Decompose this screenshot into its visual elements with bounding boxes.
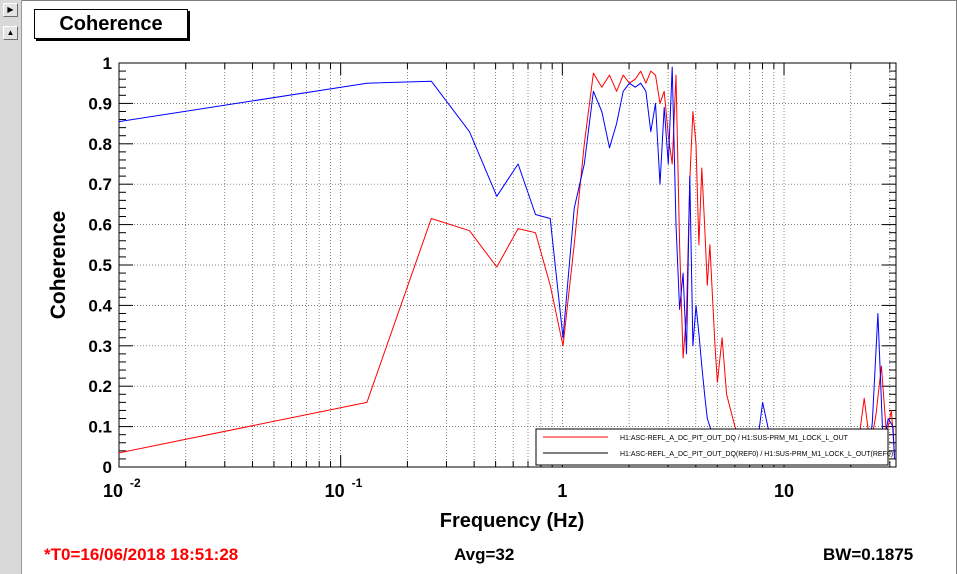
y-tick-label: 0.6 bbox=[88, 216, 112, 235]
scroll-right-arrow-icon[interactable]: ▶ bbox=[3, 3, 18, 17]
y-tick-label: 0.8 bbox=[88, 135, 112, 154]
x-axis-label: Frequency (Hz) bbox=[440, 510, 584, 532]
y-tick-label: 0.3 bbox=[88, 337, 112, 356]
tick-labels: 0 0.1 0.2 0.3 0.4 0.5 0.6 0.7 0.8 0.9 1 10 -2 10 -1 1 10 bbox=[88, 54, 794, 501]
scroll-up-arrow-icon[interactable]: ▲ bbox=[3, 26, 18, 40]
averages-count: Avg=32 bbox=[454, 545, 515, 564]
y-tick-label: 0 bbox=[103, 458, 112, 477]
legend-box bbox=[535, 428, 889, 466]
y-axis-label: Coherence bbox=[47, 211, 70, 320]
axis-ticks bbox=[118, 62, 896, 468]
series-line-2 bbox=[118, 66, 895, 460]
legend-label-series-1: H1:ASC-REFL_A_DC_PIT_OUT_DQ / H1:SUS-PRM… bbox=[620, 435, 849, 442]
x-tick-label: 10 bbox=[325, 481, 345, 501]
series-layer bbox=[118, 66, 895, 460]
legend: H1:ASC-REFL_A_DC_PIT_OUT_DQ / H1:SUS-PRM… bbox=[535, 428, 893, 466]
y-tick-label: 0.5 bbox=[88, 256, 112, 275]
t0-timestamp: *T0=16/06/2018 18:51:28 bbox=[44, 545, 239, 564]
grid bbox=[119, 63, 896, 467]
y-tick-label: 0.9 bbox=[88, 94, 112, 113]
y-tick-label: 0.2 bbox=[88, 377, 112, 396]
y-tick-label: 0.1 bbox=[88, 418, 112, 437]
x-tick-exponent: -2 bbox=[130, 476, 141, 490]
y-tick-label: 0.4 bbox=[88, 296, 112, 315]
x-tick-label: 10 bbox=[103, 481, 123, 501]
chart-title: Coherence bbox=[34, 9, 188, 39]
y-tick-label: 0.7 bbox=[88, 175, 112, 194]
vertical-scrollbar[interactable]: ▶ ▲ bbox=[0, 0, 22, 574]
x-tick-label: 10 bbox=[774, 481, 794, 501]
x-tick-label: 1 bbox=[557, 481, 567, 501]
x-tick-exponent: -1 bbox=[352, 476, 363, 490]
y-tick-label: 1 bbox=[103, 54, 112, 73]
bandwidth-value: BW=0.1875 bbox=[823, 545, 914, 564]
legend-label-series-2: H1:ASC-REFL_A_DC_PIT_OUT_DQ(REF0) / H1:S… bbox=[620, 451, 893, 458]
